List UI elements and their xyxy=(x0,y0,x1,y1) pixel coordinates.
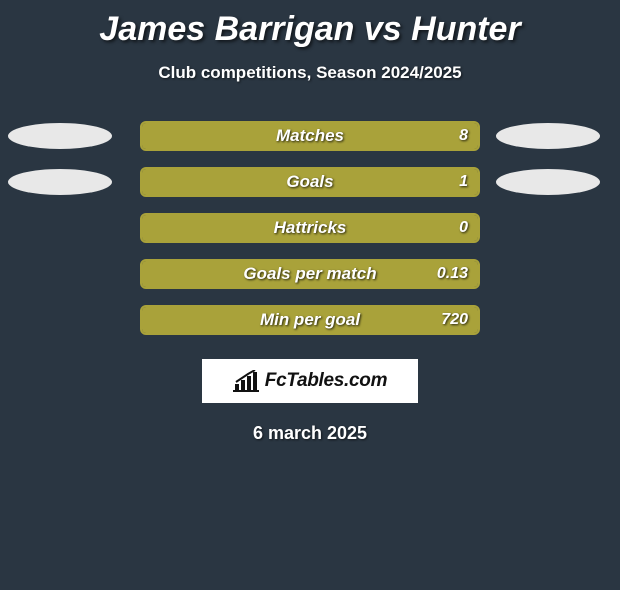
left-ellipse xyxy=(8,123,112,149)
stat-label: Matches xyxy=(142,123,418,149)
stat-bar: Goals per match 0.13 xyxy=(140,259,480,289)
stat-bar: Min per goal 720 xyxy=(140,305,480,335)
stat-value: 0.13 xyxy=(437,261,468,287)
stat-label: Hattricks xyxy=(142,215,418,241)
page-subtitle: Club competitions, Season 2024/2025 xyxy=(0,63,620,83)
stat-bar: Matches 8 xyxy=(140,121,480,151)
stat-row: Matches 8 xyxy=(0,121,620,151)
right-ellipse xyxy=(496,123,600,149)
chart-icon xyxy=(233,370,259,392)
stat-value: 720 xyxy=(441,307,468,333)
stat-label: Min per goal xyxy=(142,307,418,333)
page-title: James Barrigan vs Hunter xyxy=(0,10,620,49)
left-ellipse xyxy=(8,169,112,195)
stat-label: Goals per match xyxy=(142,261,418,287)
stat-label: Goals xyxy=(142,169,418,195)
stat-value: 1 xyxy=(459,169,468,195)
right-ellipse xyxy=(496,169,600,195)
stats-rows: Matches 8 Goals 1 Hattricks 0 Goals per … xyxy=(0,121,620,335)
stat-bar: Goals 1 xyxy=(140,167,480,197)
logo-text: FcTables.com xyxy=(265,370,387,392)
stat-row: Goals 1 xyxy=(0,167,620,197)
logo-box: FcTables.com xyxy=(202,359,418,403)
stat-value: 8 xyxy=(459,123,468,149)
stat-row: Hattricks 0 xyxy=(0,213,620,243)
stat-row: Goals per match 0.13 xyxy=(0,259,620,289)
stat-value: 0 xyxy=(459,215,468,241)
date-text: 6 march 2025 xyxy=(0,423,620,444)
stat-bar: Hattricks 0 xyxy=(140,213,480,243)
stat-row: Min per goal 720 xyxy=(0,305,620,335)
